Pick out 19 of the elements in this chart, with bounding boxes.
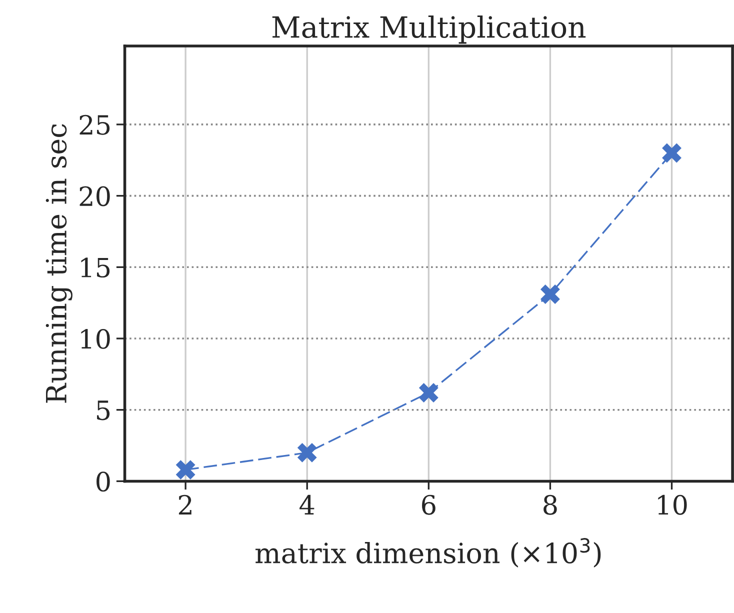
x-tick-label: 8: [544, 494, 557, 515]
x-tick-label: 2: [178, 494, 192, 514]
point: [418, 383, 438, 402]
y-tick-label: 25: [80, 114, 110, 135]
point: [662, 143, 682, 163]
point: [176, 460, 196, 480]
y-axis-title: Running time in sec: [46, 124, 72, 403]
y-tick-label: 0: [96, 472, 110, 492]
x-tick-label: 6: [422, 494, 436, 515]
chart-title: Matrix Multiplication: [272, 15, 586, 44]
y-tick-label: 20: [80, 186, 110, 206]
point: [540, 284, 560, 304]
x-tick-label: 4: [300, 494, 314, 514]
y-tick-label: 15: [81, 258, 110, 278]
point: [297, 442, 317, 462]
y-tick-label: 10: [81, 328, 110, 349]
y-tick-label: 5: [97, 400, 110, 420]
x-axis-title: matrix dimension (×10$^{3}$): [255, 538, 601, 568]
x-tick-label: 10: [658, 494, 687, 515]
